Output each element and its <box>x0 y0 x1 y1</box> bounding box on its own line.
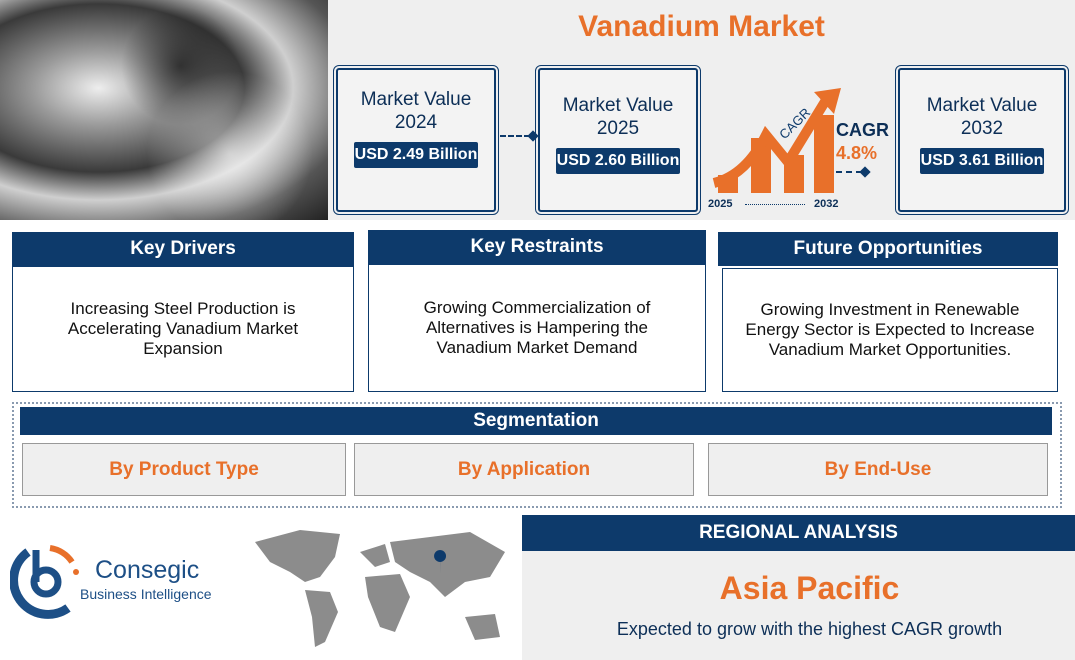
future-opportunities-header: Future Opportunities <box>718 232 1058 266</box>
card-label: Market Value <box>360 89 472 110</box>
segment-application: By Application <box>354 443 694 496</box>
cagr-value: 4.8% <box>836 143 878 163</box>
card-year: 2025 <box>596 118 640 139</box>
card-label: Market Value <box>926 95 1038 116</box>
logo-tagline: Business Intelligence <box>80 586 212 602</box>
card-value: USD 3.61 Billion <box>920 148 1044 174</box>
cagr-start-year: 2025 <box>708 198 733 210</box>
market-value-2025-card: Market Value 2025 USD 2.60 Billion <box>535 65 701 215</box>
segment-end-use: By End-Use <box>708 443 1048 496</box>
cagr-label: CAGR <box>836 120 889 140</box>
key-drivers-header: Key Drivers <box>12 232 354 266</box>
key-restraints-header: Key Restraints <box>368 230 706 264</box>
segmentation-box <box>12 402 1062 508</box>
regional-header: REGIONAL ANALYSIS <box>522 515 1075 551</box>
connector-line <box>836 171 862 173</box>
market-value-2024-card: Market Value 2024 USD 2.49 Billion <box>333 65 499 215</box>
card-label: Market Value <box>562 95 674 116</box>
market-value-2032-card: Market Value 2032 USD 3.61 Billion <box>895 65 1069 215</box>
card-value: USD 2.60 Billion <box>556 148 680 174</box>
cagr-growth-icon: CAGR <box>712 88 841 193</box>
future-opportunities-text: Growing Investment in Renewable Energy S… <box>722 268 1058 392</box>
location-pin-icon <box>434 550 447 574</box>
logo-name: Consegic <box>95 556 200 584</box>
connector-line <box>500 135 530 137</box>
vanadium-photo <box>0 0 328 220</box>
key-drivers-text: Increasing Steel Production is Accelerat… <box>12 266 354 392</box>
key-restraints-text: Growing Commercialization of Alternative… <box>368 264 706 392</box>
card-year: 2024 <box>394 112 438 133</box>
region-name: Asia Pacific <box>719 570 900 606</box>
segmentation-header: Segmentation <box>20 407 1052 435</box>
cagr-end-year: 2032 <box>814 198 839 210</box>
region-text: Expected to grow with the highest CAGR g… <box>616 619 1003 639</box>
segment-product-type: By Product Type <box>22 443 346 496</box>
timeline-arrow <box>745 204 805 205</box>
world-map <box>255 530 505 647</box>
card-value: USD 2.49 Billion <box>354 142 478 168</box>
consegic-logo-icon <box>10 545 79 619</box>
card-year: 2032 <box>960 118 1004 139</box>
page-title: Vanadium Market <box>578 10 825 43</box>
regional-panel <box>522 551 1075 660</box>
